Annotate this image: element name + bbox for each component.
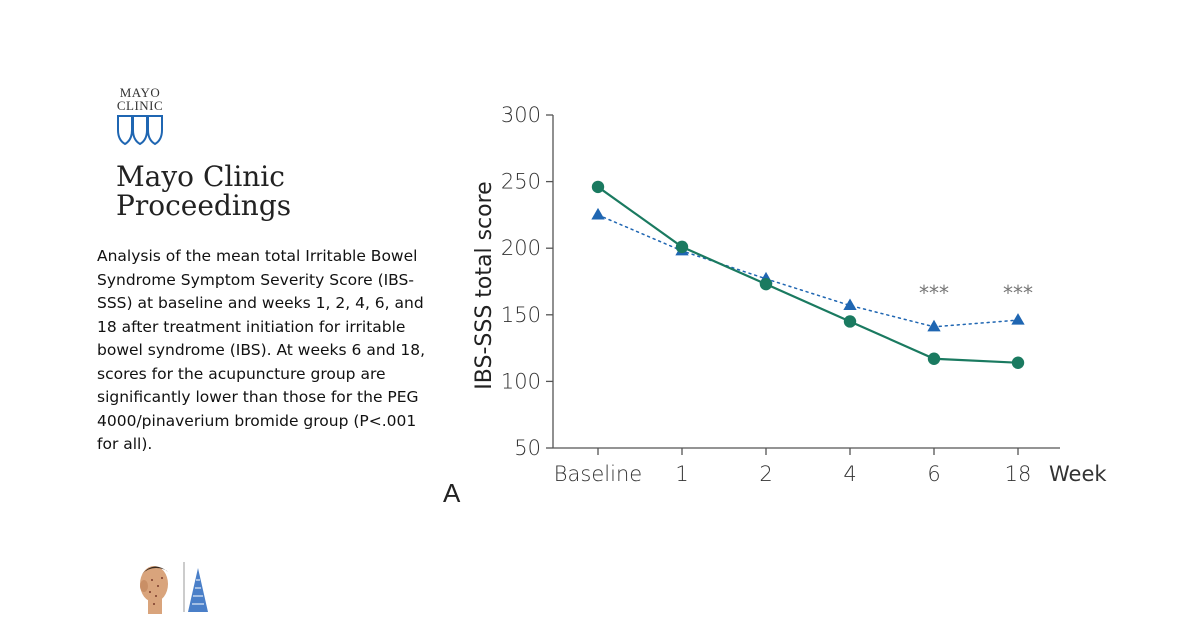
y-tick-label: 150 bbox=[501, 303, 541, 327]
y-tick-label: 250 bbox=[501, 170, 541, 194]
data-point-circle bbox=[927, 352, 941, 365]
x-tick-label: 2 bbox=[759, 462, 772, 486]
series-triangle-line bbox=[597, 214, 1019, 328]
line-chart: 300 250 200 150 100 50 Baseline 1 2 4 6 18 Week IBS-S… bbox=[472, 103, 1107, 486]
y-tick-label: 50 bbox=[514, 436, 541, 460]
chart-labels: 300 250 200 150 100 50 Baseline 1 2 4 6 18 Week IBS-S… bbox=[472, 103, 1107, 486]
logo-line-1: MAYO bbox=[119, 85, 161, 100]
x-tick-label: 4 bbox=[843, 462, 856, 486]
y-axis-title: IBS-SSS total score bbox=[472, 181, 497, 389]
data-point-circle bbox=[843, 315, 857, 328]
data-point-circle bbox=[591, 180, 605, 194]
journal-title: Mayo Clinic Proceedings bbox=[116, 162, 336, 220]
data-point-circle bbox=[1011, 356, 1025, 369]
x-axis-unit-label: Week bbox=[1049, 462, 1107, 486]
significance-annotation: *** bbox=[1003, 281, 1033, 305]
y-tick-label: 100 bbox=[501, 369, 541, 393]
journal-title-line-1: Mayo Clinic bbox=[116, 160, 285, 193]
data-point-triangle bbox=[1011, 313, 1025, 325]
significance-annotation: *** bbox=[919, 281, 949, 305]
x-tick-label: 18 bbox=[1005, 462, 1032, 486]
y-tick-label: 200 bbox=[501, 236, 541, 260]
x-tick-label: 6 bbox=[927, 462, 940, 486]
data-point-triangle bbox=[927, 319, 941, 332]
acupuncture-head-icon bbox=[140, 562, 208, 614]
data-point-circle bbox=[759, 277, 773, 291]
data-point-circle bbox=[675, 240, 689, 254]
mayo-clinic-logo: MAYO CLINIC bbox=[112, 86, 168, 153]
chart-axes bbox=[546, 114, 1060, 455]
figure-caption: Analysis of the mean total Irritable Bow… bbox=[97, 247, 426, 453]
x-tick-label: 1 bbox=[675, 462, 688, 486]
panel-label: A bbox=[443, 478, 461, 508]
data-point-triangle bbox=[843, 298, 857, 311]
y-tick-label: 300 bbox=[501, 103, 541, 127]
series-circle-line bbox=[596, 185, 1020, 364]
logo-line-2: CLINIC bbox=[116, 98, 164, 113]
shield-icon bbox=[117, 115, 163, 146]
data-point-triangle bbox=[591, 207, 605, 220]
chart-series bbox=[591, 180, 1025, 369]
x-tick-label: Baseline bbox=[554, 462, 642, 486]
journal-title-line-2: Proceedings bbox=[116, 189, 292, 222]
